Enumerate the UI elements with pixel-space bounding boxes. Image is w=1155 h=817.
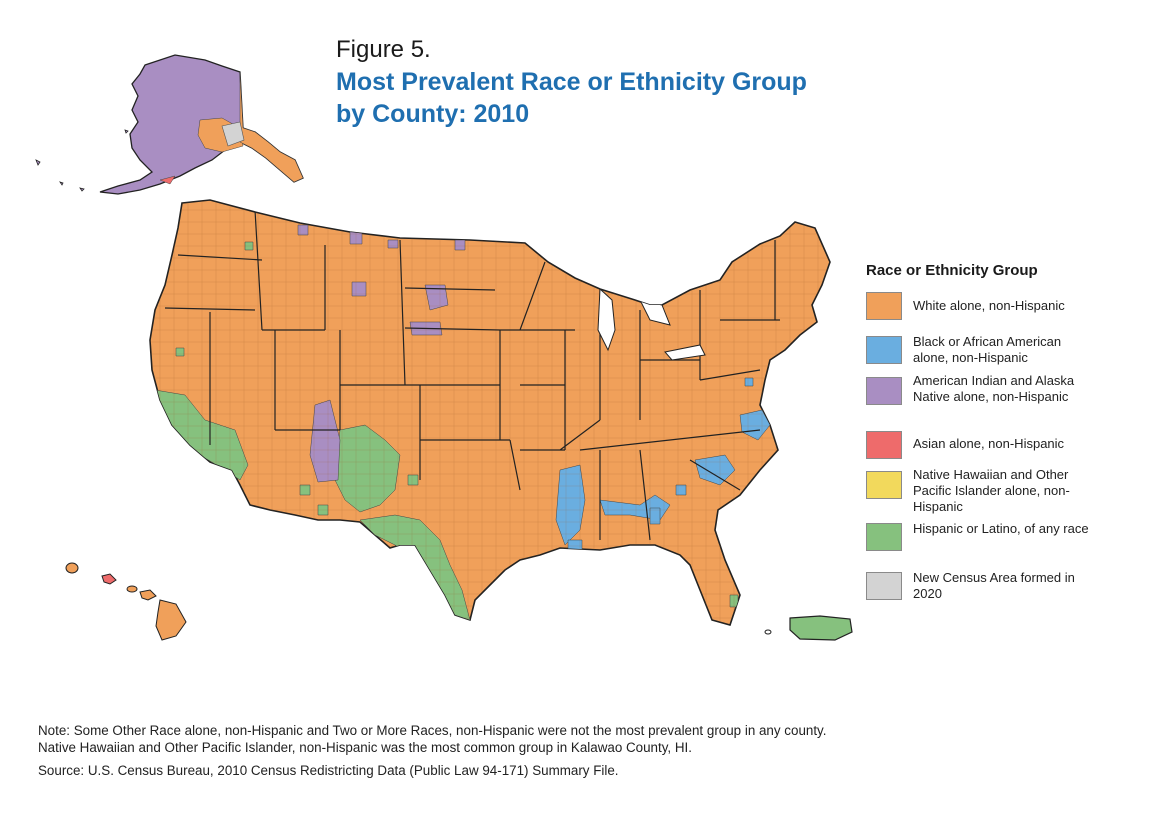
legend-item-nhpi: Native Hawaiian and Other Pacific Island… (866, 467, 1106, 523)
legend-item-black: Black or African American alone, non-His… (866, 334, 1106, 374)
puerto-rico-shape (764, 615, 853, 641)
black-region-virginia (739, 409, 771, 441)
legend-swatch-aian (866, 377, 902, 405)
legend-title: Race or Ethnicity Group (866, 262, 1038, 279)
legend-swatch-black (866, 336, 902, 364)
contiguous-us-map (149, 199, 831, 626)
note-2: Native Hawaiian and Other Pacific Island… (38, 740, 692, 755)
source-note: Source: U.S. Census Bureau, 2010 Census … (38, 763, 619, 778)
legend-label-black: Black or African American alone, non-His… (913, 334, 1062, 365)
legend-item-hispanic: Hispanic or Latino, of any race (866, 521, 1106, 567)
legend-label-asian: Asian alone, non-Hispanic (913, 436, 1065, 451)
legend-swatch-nhpi (866, 471, 902, 499)
legend-item-aian: American Indian and Alaska Native alone,… (866, 373, 1106, 431)
figure-label: Figure 5. (336, 36, 431, 63)
aian-region-south-dakota (424, 284, 449, 311)
hawaii-shape (65, 562, 187, 641)
legend-label-hispanic: Hispanic or Latino, of any race (913, 521, 1089, 536)
lake-erie (664, 344, 706, 361)
aian-region-southwest (309, 399, 341, 483)
legend-item-white: White alone, non-Hispanic (866, 292, 1106, 332)
black-region-mississippi-delta (555, 464, 586, 546)
footnotes: Note: Some Other Race alone, non-Hispani… (38, 722, 826, 779)
map-title: Most Prevalent Race or Ethnicity Group b… (336, 66, 807, 130)
black-region-carolinas (694, 454, 736, 486)
legend-swatch-asian (866, 431, 902, 459)
legend-swatch-new-area (866, 572, 902, 600)
legend-label-aian: American Indian and Alaska Native alone,… (913, 373, 1075, 404)
legend-label-nhpi: Native Hawaiian and Other Pacific Island… (913, 467, 1070, 514)
legend-item-new-area: New Census Area formed in 2020 (866, 570, 1106, 612)
legend-swatch-white (866, 292, 902, 320)
map-title-line-2: by County: 2010 (336, 100, 530, 128)
legend-swatch-hispanic (866, 523, 902, 551)
state-borders (164, 209, 780, 541)
hispanic-region-new-mexico (334, 424, 401, 513)
alaska-shape (35, 54, 304, 195)
lake-michigan (597, 287, 616, 352)
legend-label-new-area: New Census Area formed in 2020 (913, 570, 1075, 601)
map-title-line-1: Most Prevalent Race or Ethnicity Group (336, 68, 807, 96)
legend-item-asian: Asian alone, non-Hispanic (866, 431, 1106, 467)
note-1: Note: Some Other Race alone, non-Hispani… (38, 723, 827, 738)
legend-label-white: White alone, non-Hispanic (913, 298, 1065, 313)
legend: Race or Ethnicity Group White alone, non… (866, 262, 1106, 612)
